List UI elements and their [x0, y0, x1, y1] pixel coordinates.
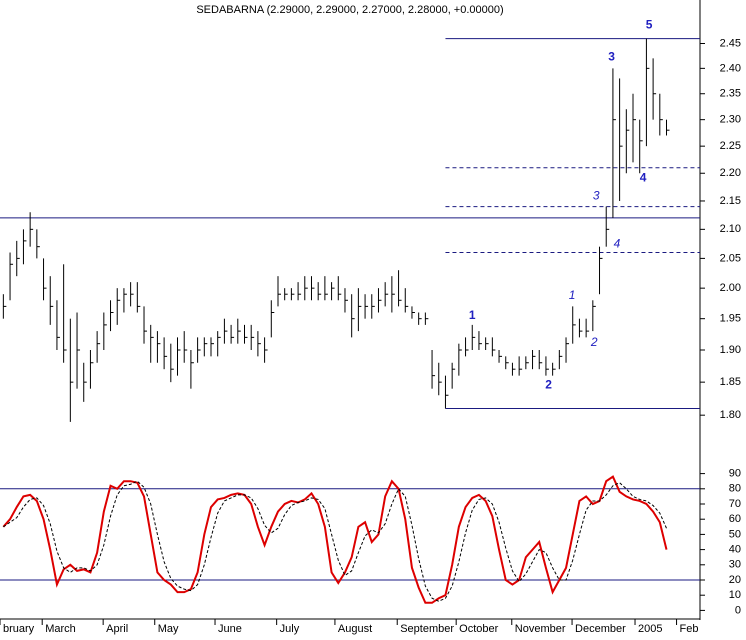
x-tick-label: April: [106, 623, 128, 635]
x-tick-label: November: [515, 623, 566, 635]
wave-label: 3: [608, 50, 615, 64]
y-tick-label: 20: [729, 574, 741, 586]
y-tick-label: 40: [729, 544, 741, 556]
y-tick-label: 1.80: [720, 409, 741, 421]
y-tick-label: 30: [729, 559, 741, 571]
x-tick-label: June: [218, 623, 242, 635]
y-tick-label: 0: [735, 604, 741, 616]
y-tick-label: 2.40: [720, 62, 741, 74]
y-tick-label: 2.20: [720, 167, 741, 179]
y-tick-label: 10: [729, 589, 741, 601]
wave-label: 1: [469, 308, 476, 322]
y-tick-label: 70: [729, 498, 741, 510]
wave-label: 2: [590, 335, 598, 349]
y-tick-label: 2.15: [720, 195, 741, 207]
y-tick-label: 2.35: [720, 88, 741, 100]
y-tick-label: 1.90: [720, 344, 741, 356]
y-tick-label: 1.85: [720, 376, 741, 388]
y-tick-label: 90: [729, 468, 741, 480]
signal-line: [3, 480, 667, 602]
x-tick-label: July: [280, 623, 300, 635]
x-tick-label: 2005: [638, 623, 662, 635]
wave-label: 3: [593, 189, 600, 203]
stochastic-line: [2, 475, 668, 604]
wave-label: 1: [569, 288, 576, 302]
x-tick-label: September: [400, 623, 454, 635]
y-tick-label: 2.45: [720, 37, 741, 49]
wave-label: 2: [545, 378, 552, 392]
y-tick-label: 2.25: [720, 140, 741, 152]
y-tick-label: 2.30: [720, 114, 741, 126]
y-tick-label: 2.10: [720, 223, 741, 235]
wave-label: 4: [614, 237, 621, 251]
y-tick-label: 2.00: [720, 282, 741, 294]
y-tick-label: 60: [729, 513, 741, 525]
y-tick-label: 2.05: [720, 252, 741, 264]
x-tick-label: October: [459, 623, 498, 635]
x-tick-label: bruary: [3, 623, 35, 635]
x-tick-label: August: [338, 623, 372, 635]
wave-label: 5: [646, 18, 653, 32]
y-tick-label: 80: [729, 483, 741, 495]
x-tick-label: March: [45, 623, 76, 635]
x-tick-label: December: [575, 623, 626, 635]
x-tick-label: May: [158, 623, 179, 635]
wave-label: 4: [640, 170, 647, 184]
chart-title: SEDABARNA (2.29000, 2.29000, 2.27000, 2.…: [196, 4, 503, 16]
x-tick-label: Feb: [680, 623, 699, 635]
y-tick-label: 50: [729, 528, 741, 540]
y-tick-label: 1.95: [720, 313, 741, 325]
